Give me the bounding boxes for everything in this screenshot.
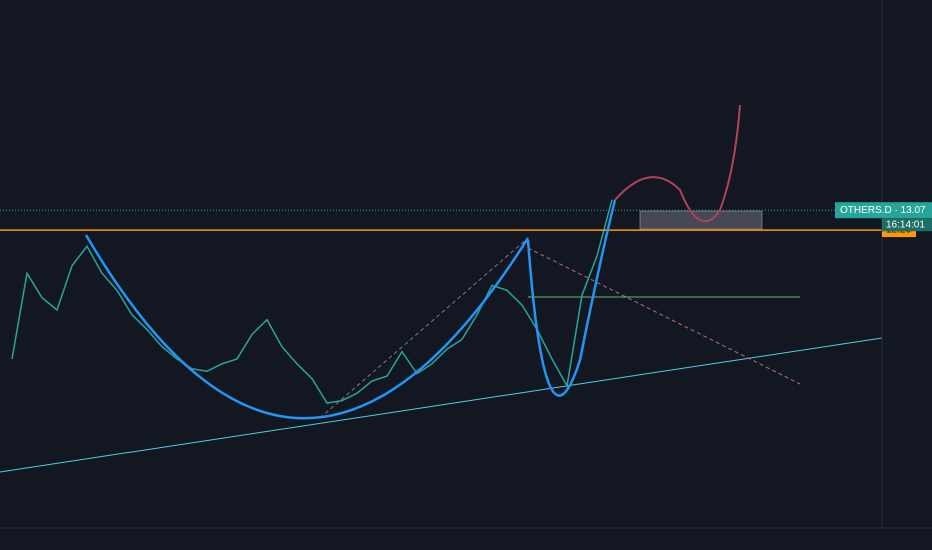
price-line — [11, 199, 613, 404]
plot — [0, 199, 882, 404]
price-tag-label: OTHERS.D · 13.07 — [840, 205, 926, 216]
timer-tag — [882, 218, 932, 232]
projection-curve — [614, 104, 741, 223]
dashed-line — [527, 247, 801, 385]
price-tag — [835, 202, 932, 219]
cup-curve — [526, 199, 617, 397]
trend-line — [0, 337, 883, 473]
cup-curve — [84, 234, 530, 420]
timer-label: 16:14:01 — [886, 219, 925, 230]
dashed-line — [319, 237, 529, 419]
